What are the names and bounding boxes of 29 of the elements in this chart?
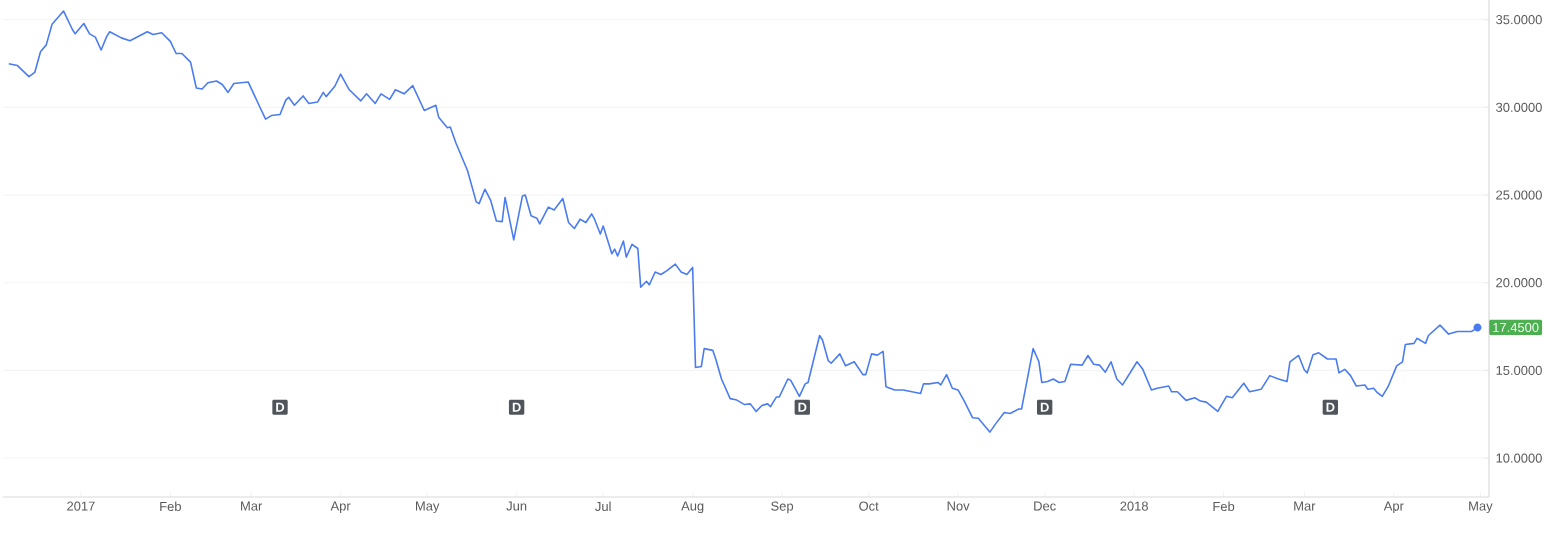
x-tick-label: Aug xyxy=(681,501,704,514)
annotation: D xyxy=(276,402,285,412)
x-tick-label: 2017 xyxy=(67,501,95,511)
annotation: D xyxy=(1326,402,1335,412)
x-tick-label: May xyxy=(1469,501,1493,514)
annotation: D xyxy=(798,402,807,412)
x-tick-label: Sep xyxy=(771,501,794,514)
x-tick-label: Dec xyxy=(1034,501,1056,511)
annotation: 17.4500 xyxy=(1493,322,1539,332)
y-tick-label: 25.0000 xyxy=(1496,190,1542,200)
x-tick-label: Jun xyxy=(506,501,527,511)
x-tick-label: Nov xyxy=(947,501,970,511)
x-tick-label: Apr xyxy=(1383,501,1404,514)
x-tick-label: Oct xyxy=(859,501,879,511)
y-tick-label: 20.0000 xyxy=(1496,278,1542,288)
x-tick-label: 2018 xyxy=(1120,501,1148,511)
annotation: D xyxy=(512,402,521,412)
y-tick-label: 35.0000 xyxy=(1496,15,1542,25)
x-tick-label: Apr xyxy=(330,501,351,514)
y-tick-label: 15.0000 xyxy=(1496,365,1542,375)
annotation: D xyxy=(1040,402,1049,412)
x-tick-label: May xyxy=(416,501,440,514)
x-tick-label: Feb xyxy=(160,501,181,512)
y-tick-label: 10.0000 xyxy=(1496,453,1542,463)
x-tick-label: Mar xyxy=(241,501,263,511)
y-tick-label: 30.0000 xyxy=(1496,102,1542,112)
x-tick-label: Feb xyxy=(1213,501,1235,512)
x-tick-label: Mar xyxy=(1294,501,1316,511)
x-tick-label: Jul xyxy=(595,501,611,512)
